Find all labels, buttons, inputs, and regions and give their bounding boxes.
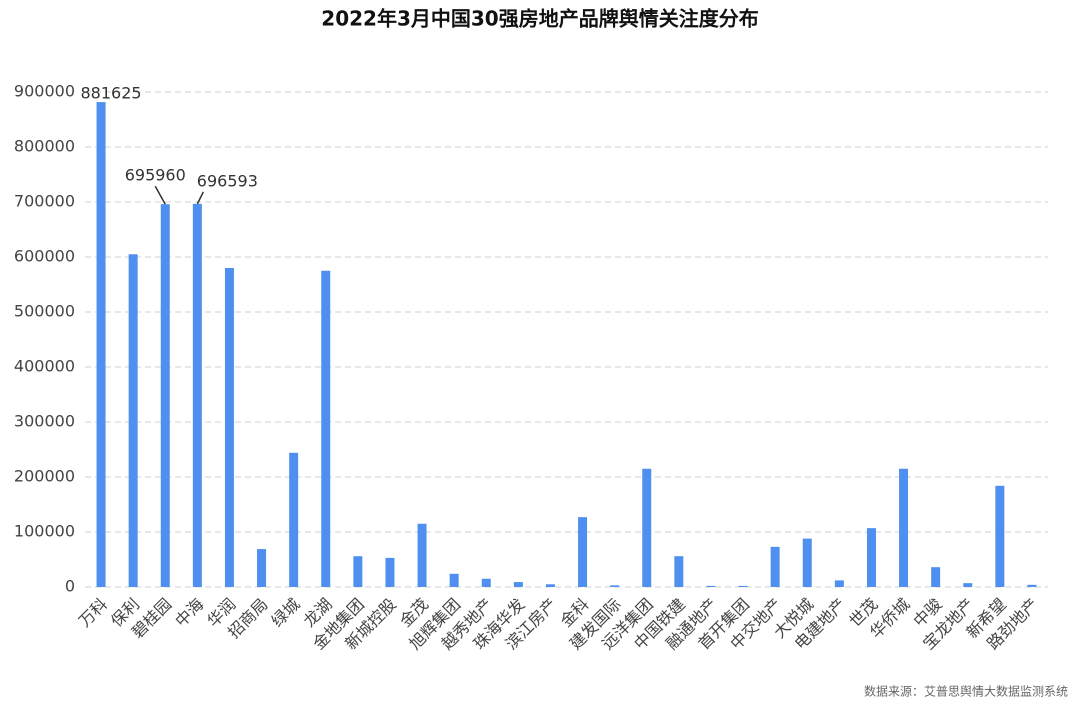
y-tick-label: 700000 <box>14 192 75 211</box>
bar <box>481 578 491 587</box>
y-tick-label: 0 <box>65 577 75 596</box>
bar <box>289 452 299 587</box>
bar <box>160 204 170 588</box>
bar <box>738 585 748 587</box>
bar <box>802 538 812 587</box>
value-label: 881625 <box>81 84 142 103</box>
label-leader <box>196 191 205 205</box>
bar <box>257 549 267 587</box>
bar <box>899 468 909 587</box>
y-tick-label: 100000 <box>14 522 75 541</box>
bar <box>834 580 844 587</box>
y-tick-label: 500000 <box>14 302 75 321</box>
label-leader <box>154 185 166 205</box>
bar <box>931 567 941 587</box>
bar <box>642 468 652 587</box>
bar <box>224 268 234 587</box>
chart-title: 2022年3月中国30强房地产品牌舆情关注度分布 <box>321 7 758 31</box>
y-tick-label: 200000 <box>14 467 75 486</box>
bar <box>449 573 459 587</box>
y-tick-label: 900000 <box>14 82 75 101</box>
bar <box>610 585 620 587</box>
bar <box>385 557 395 587</box>
value-label: 695960 <box>125 166 186 185</box>
x-tick-label: 中海 <box>171 595 207 631</box>
source-note: 数据来源：艾普思舆情大数据监测系统 <box>864 684 1068 699</box>
bar <box>96 102 106 587</box>
bar <box>674 556 684 587</box>
y-tick-label: 800000 <box>14 137 75 156</box>
bar <box>706 585 716 587</box>
value-label: 696593 <box>197 171 258 190</box>
bar <box>513 582 523 587</box>
y-tick-label: 300000 <box>14 412 75 431</box>
bar <box>963 583 973 587</box>
bar <box>1027 584 1037 587</box>
bar <box>866 528 876 587</box>
bar <box>321 270 331 587</box>
x-tick-label: 绿城 <box>268 595 304 631</box>
bar <box>417 523 427 587</box>
bar <box>192 203 202 588</box>
bar <box>770 546 780 587</box>
bar <box>545 584 555 587</box>
x-tick-label: 万科 <box>75 595 111 631</box>
bar <box>578 517 588 587</box>
y-tick-label: 600000 <box>14 247 75 266</box>
bar <box>995 485 1005 587</box>
bar <box>128 254 138 587</box>
bar <box>353 556 363 587</box>
y-tick-label: 400000 <box>14 357 75 376</box>
